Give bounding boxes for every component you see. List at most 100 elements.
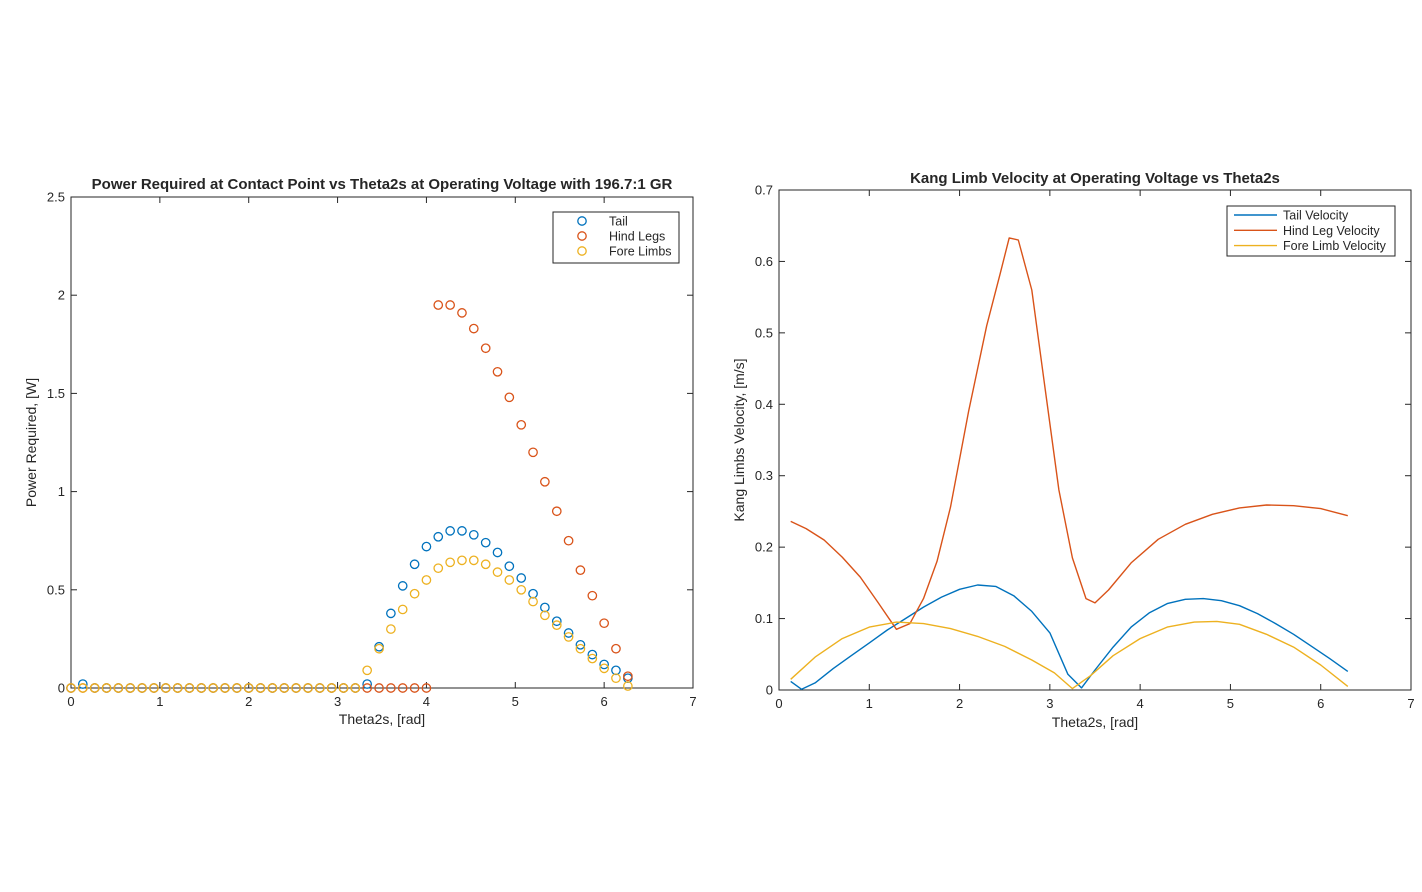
data-point bbox=[433, 300, 444, 310]
data-point bbox=[77, 683, 88, 693]
data-point bbox=[480, 559, 491, 570]
data-point bbox=[255, 683, 266, 693]
x-axis-label: Theta2s, [rad] bbox=[339, 711, 425, 727]
data-point bbox=[362, 665, 373, 676]
data-point bbox=[563, 628, 574, 638]
data-point bbox=[374, 643, 384, 654]
legend-box bbox=[552, 211, 680, 264]
x-tick-label: 7 bbox=[1407, 696, 1414, 711]
chart-1: 0 1 2 3 4 5 6 7 0 0.5 1 1.5 2 2.5 Power Required at Co… bbox=[23, 176, 697, 727]
data-point bbox=[480, 537, 491, 548]
data-point bbox=[433, 531, 444, 542]
data-point bbox=[397, 683, 408, 693]
data-point bbox=[409, 683, 420, 693]
data-point bbox=[445, 300, 456, 310]
data-point bbox=[101, 683, 112, 693]
data-point bbox=[397, 581, 408, 591]
data-point bbox=[599, 663, 609, 674]
chart-2: 0 1 2 3 4 5 6 7 0 0.1 0.2 0.3 0.4 0.5 0.6 0.7 Kang Limb … bbox=[731, 170, 1415, 730]
series-line bbox=[790, 237, 1348, 630]
data-point bbox=[623, 671, 633, 682]
data-point bbox=[66, 683, 76, 693]
data-point bbox=[587, 590, 598, 601]
data-point bbox=[575, 565, 586, 576]
y-tick-label: 0.2 bbox=[755, 540, 773, 555]
data-point bbox=[540, 602, 550, 613]
data-point bbox=[397, 604, 408, 615]
data-point bbox=[528, 588, 538, 599]
data-point bbox=[374, 641, 384, 652]
data-point bbox=[291, 683, 301, 693]
data-point bbox=[421, 575, 432, 585]
data-point bbox=[575, 643, 586, 654]
y-axis-label: Kang Limbs Velocity, [m/s] bbox=[731, 358, 747, 521]
series-tail bbox=[66, 526, 633, 693]
data-point bbox=[77, 679, 88, 689]
axes-box bbox=[70, 196, 694, 689]
data-point bbox=[421, 541, 432, 552]
data-point bbox=[504, 392, 515, 403]
data-point bbox=[362, 683, 373, 693]
y-tick-label: 1.5 bbox=[47, 386, 65, 401]
x-axis-label: Theta2s, [rad] bbox=[1052, 714, 1138, 730]
y-tick-label: 0 bbox=[766, 683, 773, 698]
data-point bbox=[587, 649, 598, 660]
data-point bbox=[587, 653, 598, 664]
x-tick-label: 1 bbox=[156, 694, 163, 709]
legend-label: Hind Legs bbox=[609, 230, 665, 244]
data-point bbox=[445, 557, 456, 568]
legend-label: Fore Limbs bbox=[609, 245, 672, 259]
x-tick-label: 3 bbox=[1046, 696, 1053, 711]
series-line bbox=[790, 584, 1349, 690]
x-tick-label: 2 bbox=[245, 694, 252, 709]
data-point bbox=[480, 343, 491, 354]
data-point bbox=[362, 679, 373, 689]
series-fore-limbs bbox=[66, 555, 633, 693]
data-point bbox=[551, 506, 562, 517]
data-point bbox=[208, 683, 219, 693]
y-tick-label: 0.5 bbox=[755, 325, 773, 340]
chart-title: Power Required at Contact Point vs Theta… bbox=[92, 176, 673, 193]
series-line bbox=[790, 620, 1349, 690]
data-point bbox=[623, 681, 633, 691]
axes-box bbox=[778, 189, 1412, 691]
data-point bbox=[457, 526, 467, 536]
data-point bbox=[599, 618, 609, 629]
data-point bbox=[540, 476, 550, 487]
data-point bbox=[137, 683, 147, 693]
data-point bbox=[433, 563, 444, 574]
data-point bbox=[338, 683, 349, 693]
data-point bbox=[551, 616, 562, 627]
data-point bbox=[314, 683, 325, 693]
data-point bbox=[445, 526, 456, 536]
legend-marker bbox=[577, 231, 587, 241]
y-axis-label: Power Required, [W] bbox=[23, 378, 39, 507]
data-point bbox=[611, 673, 621, 684]
x-tick-label: 7 bbox=[689, 694, 696, 709]
data-point bbox=[220, 683, 230, 693]
x-tick-label: 4 bbox=[423, 694, 430, 709]
data-point bbox=[172, 683, 183, 693]
y-tick-label: 0.3 bbox=[755, 468, 773, 483]
data-point bbox=[457, 555, 467, 566]
data-point bbox=[528, 596, 538, 607]
data-point bbox=[492, 366, 503, 377]
y-tick-label: 0.6 bbox=[755, 254, 773, 269]
data-point bbox=[160, 683, 171, 693]
y-tick-label: 0.1 bbox=[755, 611, 773, 626]
series-tail-velocity bbox=[790, 584, 1349, 690]
data-point bbox=[623, 673, 633, 684]
legend-label: Hind Leg Velocity bbox=[1283, 224, 1380, 238]
x-tick-label: 4 bbox=[1137, 696, 1144, 711]
data-point bbox=[551, 620, 562, 631]
y-tick-label: 0.5 bbox=[47, 582, 65, 597]
data-point bbox=[575, 639, 586, 650]
legend-marker bbox=[577, 246, 587, 256]
data-point bbox=[457, 308, 467, 318]
data-point bbox=[492, 547, 503, 558]
data-point bbox=[468, 323, 479, 334]
x-tick-label: 6 bbox=[1317, 696, 1324, 711]
data-point bbox=[386, 624, 396, 634]
